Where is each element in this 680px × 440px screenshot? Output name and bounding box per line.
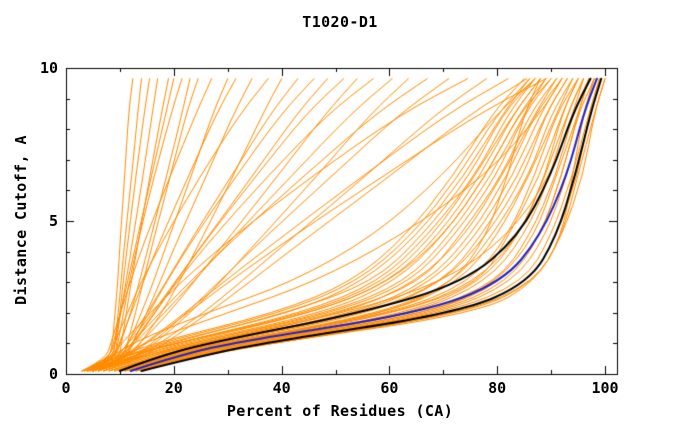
x-axis-label: Percent of Residues (CA) [226, 402, 454, 420]
x-tick-label: 0 [61, 379, 71, 397]
x-tick-label: 80 [488, 379, 507, 397]
x-tick-label: 100 [591, 379, 619, 397]
y-tick-label: 0 [48, 365, 58, 383]
chart-title: T1020-D1 [302, 13, 378, 31]
x-tick-label: 40 [272, 379, 291, 397]
x-tick-label: 20 [164, 379, 183, 397]
y-tick-label: 5 [48, 212, 58, 230]
y-tick-label: 10 [39, 59, 58, 77]
x-tick-label: 60 [380, 379, 399, 397]
